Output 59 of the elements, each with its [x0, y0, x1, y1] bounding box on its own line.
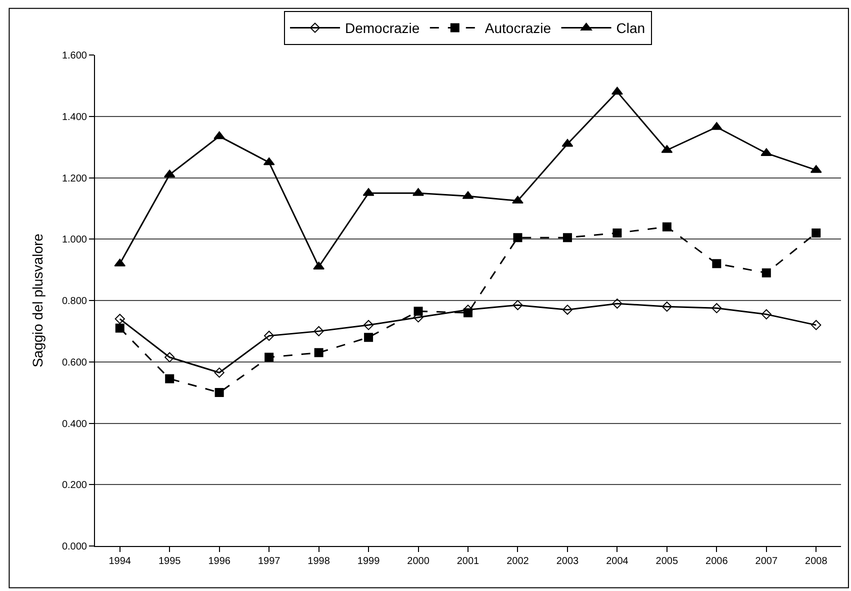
point — [214, 131, 226, 140]
point — [513, 233, 522, 242]
x-tick-label: 2004 — [606, 556, 629, 567]
point — [562, 233, 572, 242]
y-tick-label: 0.200 — [62, 480, 88, 492]
y-tick-label: 1.400 — [62, 112, 88, 123]
point — [761, 309, 772, 320]
x-tick-label: 1995 — [158, 556, 182, 567]
point — [562, 304, 573, 315]
x-tick-label: 2003 — [556, 556, 580, 567]
x-tick-label: 1996 — [208, 556, 231, 567]
x-tick-label: 1999 — [357, 556, 380, 567]
point — [762, 268, 771, 278]
point — [612, 298, 622, 309]
y-tick-label: 0.600 — [62, 357, 88, 368]
point — [512, 300, 523, 310]
point — [712, 303, 722, 314]
point — [164, 352, 175, 362]
x-tick-label: 2006 — [706, 556, 728, 567]
point — [662, 222, 672, 232]
point — [662, 302, 672, 312]
point — [314, 348, 324, 358]
y-tick-label: 0.800 — [62, 296, 88, 307]
x-tick-label: 2005 — [656, 556, 678, 567]
x-tick-label: 2007 — [755, 556, 778, 567]
point — [512, 196, 524, 204]
point — [812, 228, 821, 238]
y-tick-label: 1.600 — [62, 50, 88, 62]
x-tick-label: 2008 — [805, 556, 828, 567]
y-tick-label: 1.200 — [62, 173, 88, 184]
point — [612, 228, 622, 238]
y-tick-label: 0.400 — [62, 418, 88, 430]
point — [264, 352, 274, 362]
legend-label: Clan — [616, 20, 646, 36]
point — [363, 320, 374, 330]
point — [264, 330, 274, 341]
point — [562, 138, 574, 147]
x-tick-label: 2002 — [506, 556, 530, 567]
point — [612, 86, 623, 95]
y-axis-title: Saggio del plusvalore — [30, 233, 46, 368]
legend-label: Autocrazie — [484, 20, 552, 36]
legend-label: Democrazie — [345, 20, 420, 36]
point — [712, 259, 722, 268]
point — [214, 368, 224, 378]
point — [214, 388, 224, 398]
point — [364, 332, 374, 342]
x-tick-label: 2000 — [407, 556, 430, 567]
point — [115, 324, 124, 333]
point — [314, 326, 324, 336]
y-tick-label: 1.000 — [62, 234, 88, 246]
x-tick-label: 2001 — [456, 556, 480, 567]
x-tick-label: 1998 — [308, 556, 330, 567]
x-tick-label: 1997 — [258, 556, 281, 567]
point — [263, 157, 275, 166]
x-tick-label: 1994 — [108, 556, 132, 567]
y-tick-label: 0.000 — [62, 542, 88, 552]
point — [165, 374, 174, 384]
point — [114, 314, 125, 324]
point — [811, 320, 822, 330]
